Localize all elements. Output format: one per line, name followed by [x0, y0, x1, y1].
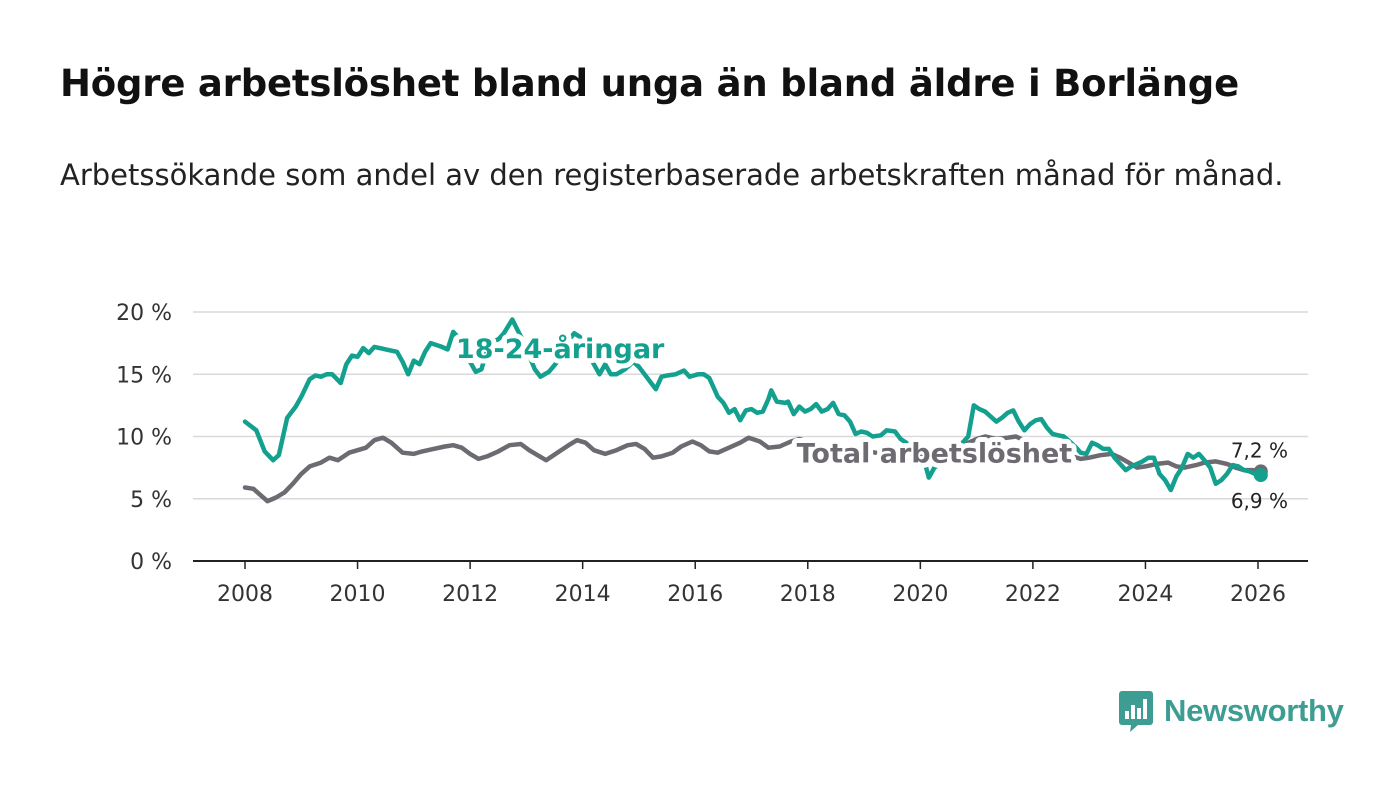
y-tick-label: 15 % [116, 363, 172, 388]
x-tick-label: 2010 [330, 582, 386, 607]
end-label-total: 7,2 % [1231, 438, 1288, 462]
end-label-youth: 6,9 % [1231, 489, 1288, 513]
series-line-youth [242, 317, 1264, 493]
x-tick-label: 2022 [1005, 582, 1061, 607]
x-tick-label: 2008 [217, 582, 273, 607]
axes: 0 % 5 % 10 % 15 % 20 % 2008 2010 2012 2014 2016 20… [116, 301, 1308, 607]
series-label-youth: 18-24-åringar [456, 333, 665, 365]
brand-name: Newsworthy [1164, 693, 1344, 728]
x-tick-label: 2020 [892, 582, 948, 607]
chart-title: Högre arbetslöshet bland unga än bland ä… [60, 62, 1239, 105]
series-label-total: Total arbetslöshet [797, 439, 1073, 470]
y-tick-label: 0 % [130, 550, 172, 575]
series-line-total [242, 434, 1264, 504]
x-tick-label: 2012 [442, 582, 498, 607]
series-end-point-youth [1253, 468, 1268, 483]
grid-lines [193, 311, 1308, 500]
y-tick-label: 5 % [130, 488, 172, 513]
x-tick-label: 2014 [555, 582, 611, 607]
newsworthy-logo-icon [1119, 691, 1153, 732]
x-tick-label: 2026 [1230, 582, 1286, 607]
x-tick-label: 2016 [667, 582, 723, 607]
chart-subtitle: Arbetssökande som andel av den registerb… [60, 158, 1284, 192]
series-lines [242, 317, 1268, 504]
newsworthy-logo: Newsworthy [1118, 689, 1344, 733]
y-tick-label: 20 % [116, 301, 172, 326]
x-tick-label: 2018 [780, 582, 836, 607]
y-tick-label: 10 % [116, 426, 172, 451]
x-tick-label: 2024 [1117, 582, 1173, 607]
series-label-halo: 18-24-åringar [456, 333, 665, 365]
series-label-halo: Total arbetslöshet [797, 439, 1073, 470]
